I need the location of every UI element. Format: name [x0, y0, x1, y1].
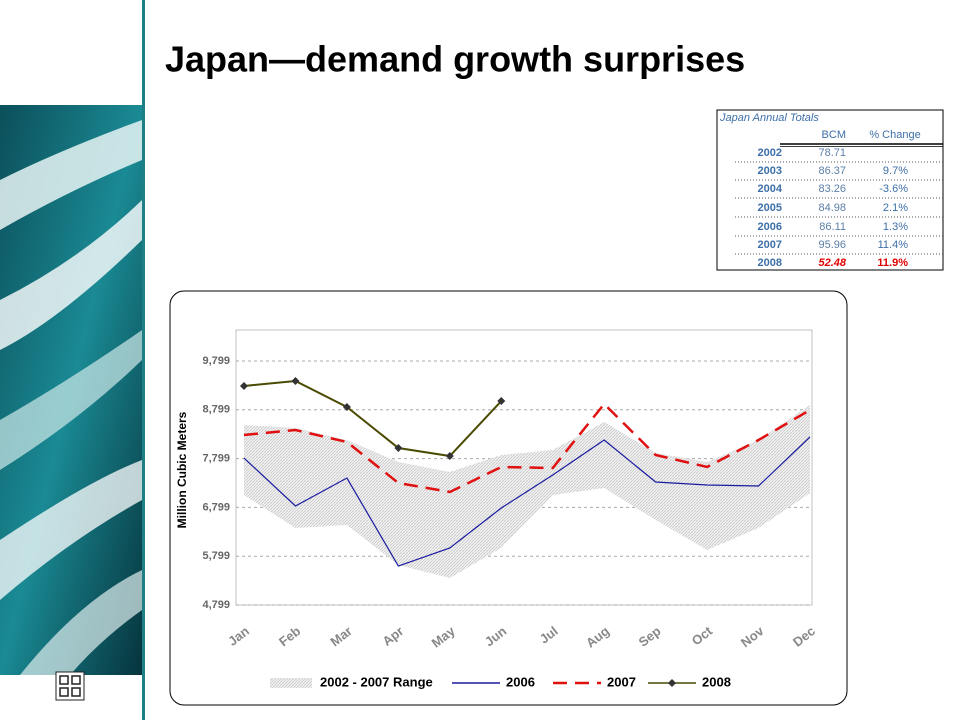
series-marker	[445, 452, 454, 461]
y-tick-label: 6,799	[202, 501, 230, 513]
column-header: % Change	[869, 129, 920, 141]
legend-marker	[668, 679, 676, 687]
series-line	[243, 436, 811, 567]
legend-label: 2007	[607, 674, 636, 689]
row-year: 2005	[758, 202, 782, 214]
y-tick-label: 8,799	[202, 404, 230, 416]
series-line	[243, 402, 811, 494]
row-bcm: 83.26	[818, 183, 846, 195]
row-year: 2008	[758, 257, 782, 269]
series-marker	[240, 381, 248, 390]
row-bcm: 86.37	[818, 165, 846, 177]
row-bcm: 84.98	[818, 202, 846, 214]
row-change: -3.6%	[879, 183, 908, 195]
row-bcm: 52.48	[818, 257, 846, 269]
row-change: 11.4%	[878, 239, 909, 251]
row-change: 11.9%	[877, 257, 908, 269]
row-bcm: 78.71	[818, 147, 846, 159]
y-tick-label: 9,799	[202, 355, 230, 367]
y-axis-label: Million Cubic Meters	[175, 411, 189, 528]
row-year: 2003	[758, 165, 782, 177]
row-year: 2004	[758, 183, 783, 195]
table-title: Japan Annual Totals	[719, 112, 819, 124]
series-marker	[291, 376, 300, 385]
y-tick-label: 7,799	[202, 452, 230, 464]
legend-label: 2006	[506, 674, 535, 689]
chart: 4,799 5,799 6,799 7,799 8,799 9,799 Million Cu…	[175, 329, 818, 689]
legend-swatch	[270, 678, 312, 688]
y-tick-label: 5,799	[202, 550, 230, 562]
y-tick-label: 4,799	[202, 599, 230, 611]
row-change: 2.1%	[883, 202, 908, 214]
row-bcm: 95.96	[818, 239, 846, 251]
row-year: 2007	[758, 239, 782, 251]
row-change: 9.7%	[883, 165, 908, 177]
row-change: 1.3%	[883, 221, 908, 233]
series-marker	[342, 403, 351, 412]
slide-title: Japan—demand growth surprises	[165, 39, 745, 80]
legend-label: 2008	[702, 674, 731, 689]
decor-panel	[0, 0, 145, 720]
series-marker	[497, 397, 506, 406]
series-line	[243, 379, 503, 458]
row-bcm: 86.11	[819, 221, 846, 233]
row-year: 2006	[758, 221, 782, 233]
series-marker	[394, 444, 403, 453]
table-border	[716, 109, 944, 271]
column-header: BCM	[822, 129, 846, 141]
row-year: 2002	[758, 147, 782, 159]
legend-label: 2002 - 2007 Range	[320, 674, 433, 689]
